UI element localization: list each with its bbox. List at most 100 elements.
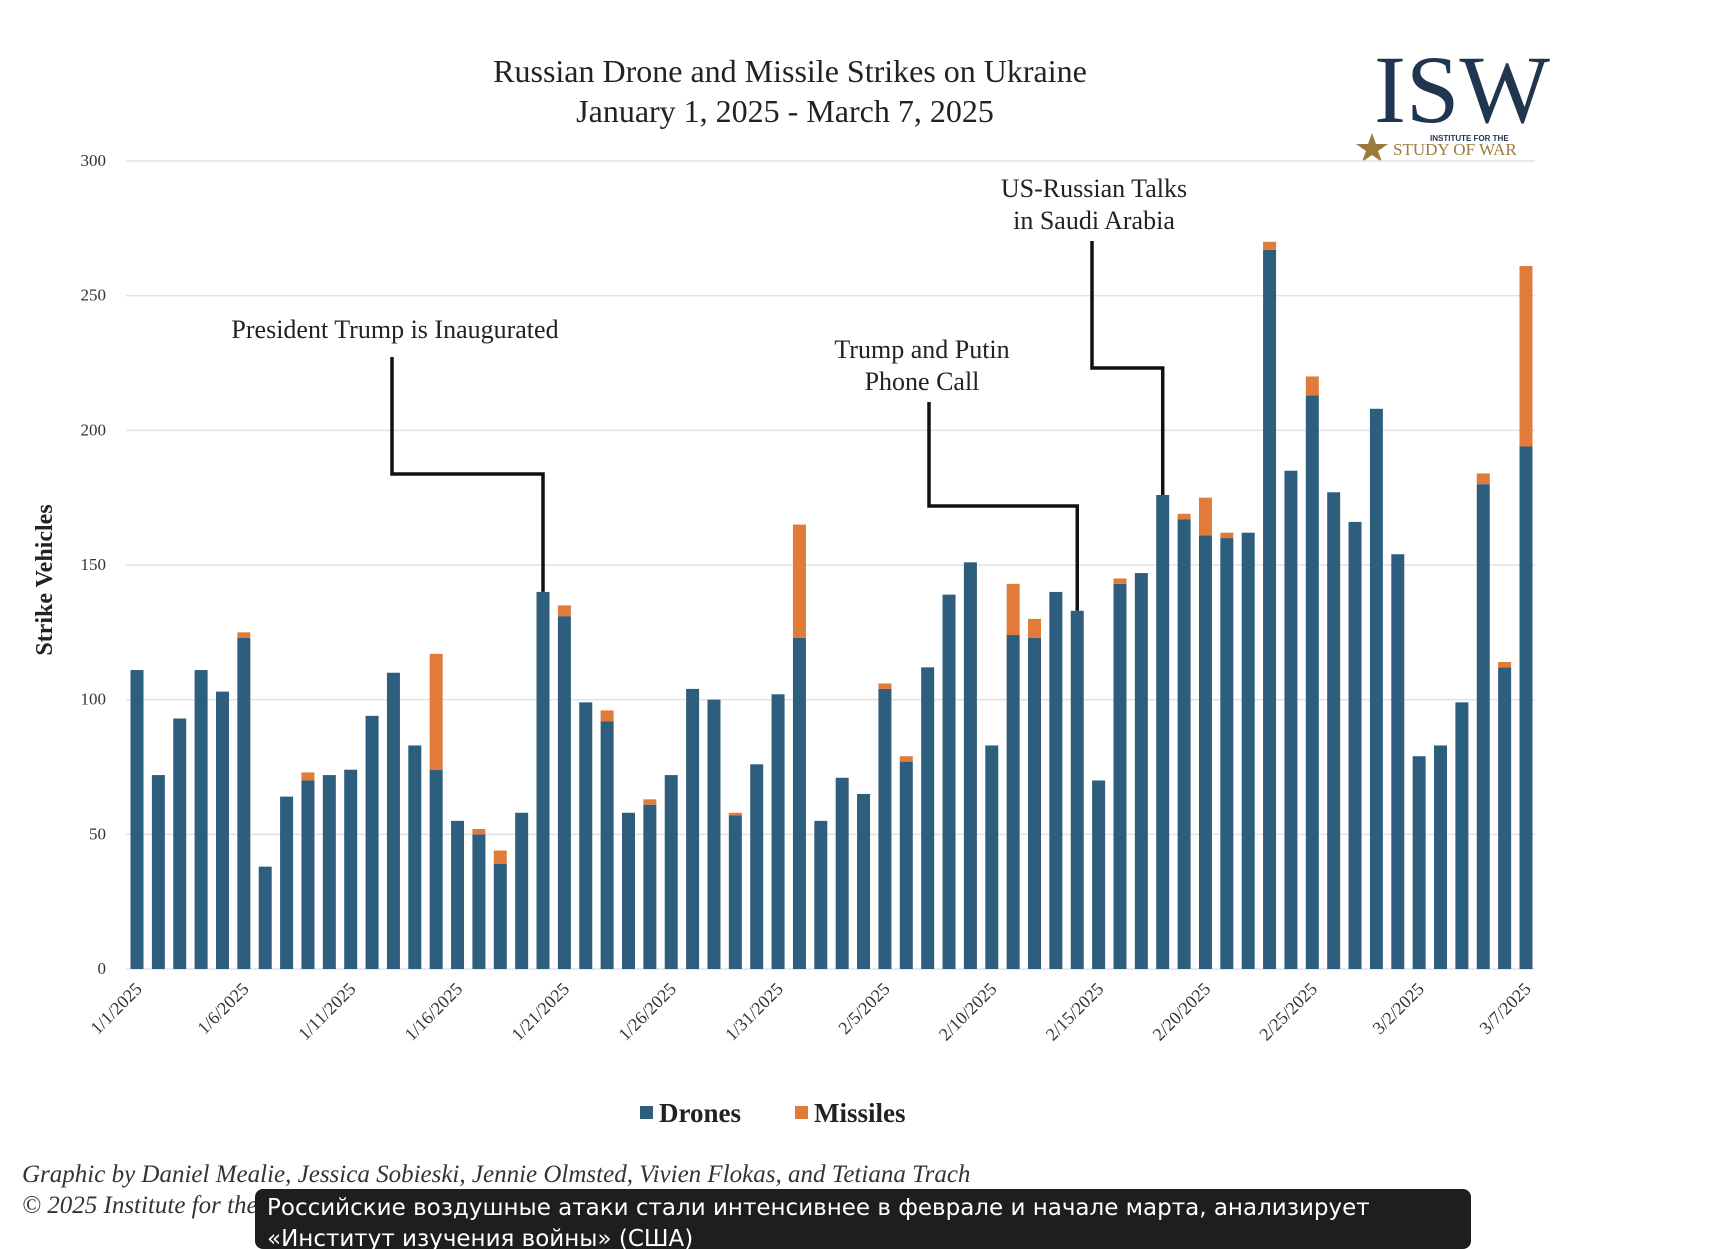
bar-segment bbox=[1305, 395, 1319, 969]
x-tick-label: 2/15/2025 bbox=[1042, 979, 1108, 1045]
bar-segment bbox=[1369, 408, 1383, 970]
y-tick-label: 50 bbox=[89, 824, 106, 843]
bar-segment bbox=[1391, 554, 1405, 969]
bar-segment bbox=[1434, 745, 1448, 969]
bar-segment bbox=[707, 699, 721, 969]
y-tick-label: 0 bbox=[98, 959, 107, 978]
bar-segment bbox=[215, 691, 229, 969]
x-tick-label: 2/5/2025 bbox=[834, 979, 893, 1038]
bar-segment bbox=[878, 688, 892, 969]
bar-segment bbox=[1198, 497, 1212, 536]
bar-segment bbox=[1049, 591, 1063, 969]
bar-segment bbox=[536, 591, 550, 969]
credit: Graphic by Daniel Mealie, Jessica Sobies… bbox=[22, 1161, 970, 1188]
bar-segment bbox=[899, 761, 913, 969]
bar-segment bbox=[1476, 484, 1490, 969]
x-tick-label: 2/10/2025 bbox=[935, 979, 1001, 1045]
annotation: Trump and Putin bbox=[834, 335, 1009, 364]
x-tick-label: 3/7/2025 bbox=[1475, 979, 1534, 1038]
bar-segment bbox=[1006, 635, 1020, 969]
bar-segment bbox=[921, 667, 935, 969]
chart-subtitle: January 1, 2025 - March 7, 2025 bbox=[576, 93, 994, 129]
bar-segment bbox=[643, 804, 657, 969]
bar-segment bbox=[322, 775, 336, 969]
bar-segment bbox=[1327, 492, 1341, 969]
y-axis-label: Strike Vehicles bbox=[32, 504, 58, 655]
bar-segment bbox=[472, 834, 486, 969]
bar-segment bbox=[899, 756, 913, 762]
bar-segment bbox=[301, 780, 315, 969]
bar-segment bbox=[1028, 637, 1042, 969]
legend-swatch bbox=[795, 1106, 808, 1119]
logo: ISW INSTITUTE FOR THE STUDY OF WAR bbox=[1356, 36, 1550, 162]
x-tick-label: 1/16/2025 bbox=[401, 979, 467, 1045]
bar-segment bbox=[1220, 532, 1234, 539]
bar-segment bbox=[1455, 702, 1469, 969]
bar-segment bbox=[985, 745, 999, 969]
bar-segment bbox=[1519, 446, 1533, 969]
bar-segment bbox=[237, 632, 251, 638]
bar-segment bbox=[750, 764, 764, 969]
legend-label: Missiles bbox=[814, 1098, 906, 1128]
bar-segment bbox=[1498, 661, 1512, 668]
bar-segment bbox=[1006, 583, 1020, 636]
bar-segment bbox=[1092, 780, 1106, 969]
x-tick-label: 1/21/2025 bbox=[507, 979, 573, 1045]
bar-segment bbox=[621, 812, 635, 969]
bar-segment bbox=[1113, 578, 1127, 584]
bar-segment bbox=[130, 670, 144, 969]
bar-segment bbox=[600, 710, 614, 722]
bar-segment bbox=[173, 718, 187, 969]
annotation: Phone Call bbox=[865, 367, 980, 396]
x-tick-label: 3/2/2025 bbox=[1369, 979, 1428, 1038]
y-tick-label: 150 bbox=[81, 555, 107, 574]
bar-segment bbox=[194, 670, 208, 969]
bar-segment bbox=[643, 799, 657, 805]
bar-segment bbox=[301, 772, 315, 781]
annotation-line bbox=[1090, 241, 1165, 495]
bar-segment bbox=[728, 815, 742, 969]
bar-segment bbox=[1241, 532, 1255, 969]
bar-segment bbox=[1220, 538, 1234, 969]
bar-segment bbox=[344, 769, 358, 969]
bar-segment bbox=[771, 694, 785, 969]
y-tick-label: 250 bbox=[81, 286, 107, 305]
bar-segment bbox=[408, 745, 422, 969]
bar-segment bbox=[600, 721, 614, 969]
y-tick-label: 300 bbox=[81, 151, 107, 170]
bar-segment bbox=[1498, 667, 1512, 969]
bar-segment bbox=[835, 777, 849, 969]
annotation: US-Russian Talks bbox=[1001, 174, 1187, 203]
bar-segment bbox=[664, 775, 678, 969]
annotation-line bbox=[927, 402, 1079, 611]
bar-segment bbox=[1305, 376, 1319, 396]
bar-segment bbox=[857, 793, 871, 969]
bar-segment bbox=[1263, 241, 1277, 250]
bar-segment bbox=[258, 866, 272, 969]
bar-segment bbox=[814, 820, 828, 969]
bar-segment bbox=[1263, 249, 1277, 969]
bar-segment bbox=[493, 863, 507, 969]
x-tick-label: 2/25/2025 bbox=[1255, 979, 1321, 1045]
bar-segment bbox=[792, 637, 806, 969]
logo-text: STUDY OF WAR bbox=[1393, 140, 1517, 159]
annotation-line bbox=[390, 357, 545, 592]
bar-segment bbox=[429, 653, 443, 770]
y-tick-label: 100 bbox=[81, 690, 107, 709]
bar-segment bbox=[1476, 473, 1490, 485]
x-tick-label: 1/26/2025 bbox=[614, 979, 680, 1045]
x-tick-label: 1/11/2025 bbox=[294, 979, 359, 1044]
bar-segment bbox=[579, 702, 593, 969]
bar-segment bbox=[451, 820, 465, 969]
bar-segment bbox=[1412, 756, 1426, 969]
bar-segment bbox=[151, 775, 165, 969]
logo-star bbox=[1356, 133, 1388, 162]
legend-label: Drones bbox=[659, 1098, 741, 1128]
bar-segment bbox=[386, 672, 400, 969]
legend-swatch bbox=[640, 1106, 653, 1119]
bar-segment bbox=[557, 605, 571, 617]
x-tick-label: 1/31/2025 bbox=[721, 979, 787, 1045]
caption: Российские воздушные атаки стали интенси… bbox=[255, 1189, 1471, 1249]
x-tick-label: 1/6/2025 bbox=[193, 979, 252, 1038]
